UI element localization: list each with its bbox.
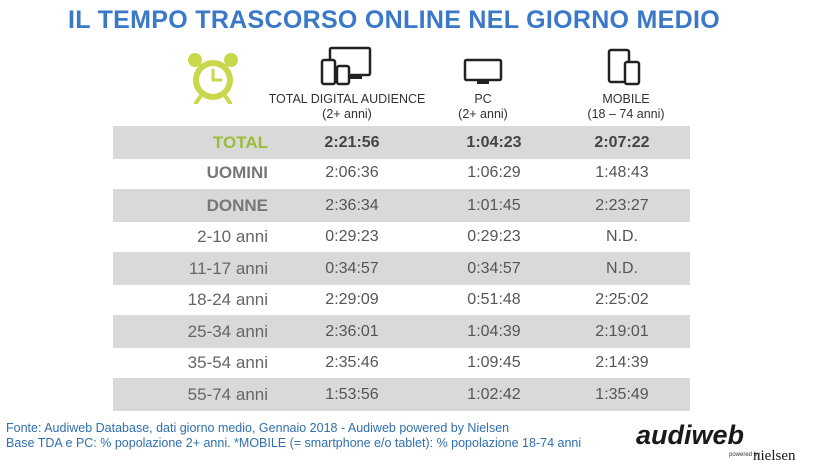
multi-device-icon: [320, 46, 372, 86]
column-header-sub: (2+ anni): [458, 107, 508, 121]
row-label: 11-17 anni: [188, 259, 268, 278]
audiweb-nielsen-logo: audiweb powered by nielsen: [636, 420, 808, 468]
row-label: TOTAL: [212, 133, 268, 152]
table-row: 2-10 anni 0:29:23 0:29:23 N.D.: [113, 220, 690, 253]
cell-tda: 2:29:09: [325, 291, 379, 308]
cell-mobile: 2:14:39: [595, 354, 649, 371]
cell-tda: 2:36:01: [325, 323, 379, 340]
cell-pc: 1:06:29: [467, 164, 521, 181]
logo-powered-by: powered by: [729, 452, 761, 458]
cell-mobile: 2:25:02: [595, 291, 649, 308]
table-row: 25-34 anni 2:36:01 1:04:39 2:19:01: [113, 315, 690, 348]
table-row-total: TOTAL 2:21:56 1:04:23 2:07:22: [113, 126, 690, 159]
cell-tda: 2:35:46: [325, 354, 379, 371]
cell-tda: 1:53:56: [325, 386, 379, 403]
table-row: 55-74 anni 1:53:56 1:02:42 1:35:49: [113, 378, 690, 411]
cell-pc: 0:29:23: [467, 228, 521, 245]
table-row: 18-24 anni 2:29:09 0:51:48 2:25:02: [113, 283, 690, 316]
column-header-label: MOBILE: [602, 92, 650, 106]
table-row: 35-54 anni 2:35:46 1:09:45 2:14:39: [113, 346, 690, 379]
row-label: UOMINI: [206, 163, 268, 182]
cell-tda: 0:29:23: [325, 228, 379, 245]
cell-pc: 1:04:23: [466, 134, 522, 151]
logo-audiweb: audiweb: [636, 420, 745, 450]
cell-pc: 1:09:45: [467, 354, 521, 371]
cell-mobile: 2:07:22: [594, 134, 650, 151]
cell-tda: 2:36:34: [325, 197, 379, 214]
row-label: 55-74 anni: [187, 385, 268, 404]
table-row: DONNE 2:36:34 1:01:45 2:23:27: [113, 189, 690, 222]
row-label: 35-54 anni: [187, 353, 268, 372]
cell-tda: 0:34:57: [325, 260, 379, 277]
footer-line-base: Base TDA e PC: % popolazione 2+ anni. *M…: [6, 436, 582, 450]
row-label: 25-34 anni: [187, 322, 268, 341]
cell-pc: 1:04:39: [467, 323, 521, 340]
footer-line-source: Fonte: Audiweb Database, dati giorno med…: [6, 421, 510, 435]
cell-mobile: 1:35:49: [595, 386, 649, 403]
cell-mobile: 2:23:27: [595, 197, 649, 214]
page-title: IL TEMPO TRASCORSO ONLINE NEL GIORNO MED…: [68, 6, 720, 34]
column-header-pc: PC (2+ anni): [433, 46, 533, 122]
cell-mobile: N.D.: [606, 228, 638, 245]
cell-mobile: N.D.: [606, 260, 638, 277]
smartphone-tablet-icon: [607, 48, 641, 86]
cell-tda: 2:06:36: [325, 164, 379, 181]
row-label: DONNE: [206, 196, 268, 215]
logo-nielsen: nielsen: [753, 448, 796, 464]
cell-pc: 1:01:45: [467, 197, 521, 214]
row-label: 18-24 anni: [187, 290, 268, 309]
column-header-label: TOTAL DIGITAL AUDIENCE: [268, 92, 426, 106]
cell-mobile: 2:19:01: [595, 323, 649, 340]
column-header-label: PC: [474, 92, 492, 106]
cell-mobile: 1:48:43: [595, 164, 649, 181]
column-header-mobile: MOBILE (18 – 74 anni): [566, 46, 686, 122]
column-header-tda: TOTAL DIGITAL AUDIENCE (2+ anni): [267, 46, 427, 122]
cell-pc: 1:02:42: [467, 386, 521, 403]
column-header-sub: (18 – 74 anni): [587, 107, 665, 121]
cell-pc: 0:51:48: [467, 291, 521, 308]
footer-source: Fonte: Audiweb Database, dati giorno med…: [6, 421, 581, 451]
alarm-clock-icon: [188, 53, 238, 104]
table-row: 11-17 anni 0:34:57 0:34:57 N.D.: [113, 252, 690, 285]
column-header-sub: (2+ anni): [322, 107, 372, 121]
monitor-icon: [463, 58, 503, 84]
cell-pc: 0:34:57: [467, 260, 521, 277]
cell-tda: 2:21:56: [324, 134, 380, 151]
row-label: 2-10 anni: [197, 227, 268, 246]
table-row: UOMINI 2:06:36 1:06:29 1:48:43: [113, 156, 690, 189]
